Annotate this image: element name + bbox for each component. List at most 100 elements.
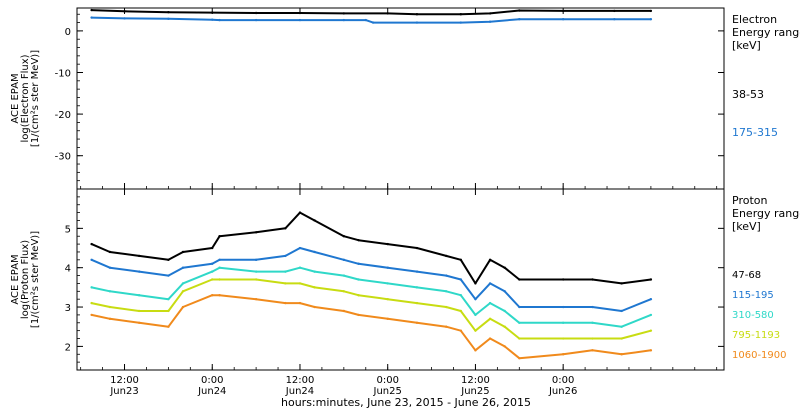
series-line-38-53	[91, 9, 651, 16]
data-point	[591, 321, 594, 324]
data-point	[137, 321, 141, 324]
data-point	[503, 290, 506, 293]
data-point	[474, 349, 477, 352]
data-point	[459, 13, 463, 16]
data-point	[342, 290, 346, 293]
legend-entry: 175-315	[732, 126, 778, 139]
data-point	[649, 313, 653, 317]
data-point	[488, 20, 492, 23]
data-point	[518, 321, 521, 324]
data-point	[488, 337, 492, 340]
data-point	[591, 305, 594, 309]
data-point	[620, 282, 623, 285]
data-point	[218, 18, 221, 22]
data-point	[561, 337, 565, 340]
data-point	[284, 301, 287, 305]
data-point	[313, 286, 316, 289]
data-point	[561, 321, 565, 324]
data-point	[218, 266, 221, 269]
data-point	[444, 274, 448, 277]
y-tick-label: 0	[65, 27, 71, 38]
data-point	[167, 297, 170, 301]
data-point	[218, 278, 221, 281]
data-point	[591, 337, 594, 340]
legend-entry: 795-1193	[732, 330, 780, 341]
data-point	[284, 227, 287, 230]
x-tick-label: 0:00	[552, 375, 574, 386]
data-point	[459, 21, 463, 24]
data-point	[459, 294, 463, 297]
data-point	[459, 278, 463, 281]
data-point	[620, 353, 623, 356]
series-line-175-315	[91, 16, 651, 24]
legend-entry: 38-53	[732, 88, 764, 101]
data-point	[518, 9, 521, 12]
data-point	[518, 278, 521, 281]
data-point	[254, 278, 258, 281]
data-point	[181, 250, 185, 254]
x-tick-label: 12:00	[110, 375, 139, 386]
data-point	[254, 297, 258, 301]
x-tick-sublabel: Jun26	[548, 386, 577, 397]
x-axis-title: hours:minutes, June 23, 2015 - June 26, …	[281, 396, 531, 409]
data-point	[620, 337, 623, 340]
data-point	[488, 301, 492, 305]
y-tick-label: 2	[65, 342, 71, 353]
data-point	[415, 301, 419, 305]
data-point	[503, 325, 506, 328]
data-point	[313, 270, 316, 273]
data-point	[342, 258, 346, 262]
data-point	[90, 258, 93, 262]
data-point	[371, 21, 375, 24]
data-point	[488, 12, 492, 15]
data-point	[254, 18, 258, 22]
data-point	[649, 9, 653, 13]
series-line-1060-1900	[91, 294, 652, 360]
x-tick-sublabel: Jun24	[285, 386, 314, 397]
data-point	[518, 337, 521, 340]
data-point	[561, 353, 565, 356]
data-point	[459, 329, 463, 332]
data-point	[108, 290, 112, 293]
x-tick-label: 0:00	[376, 375, 398, 386]
data-point	[503, 266, 506, 269]
data-point	[561, 305, 565, 309]
y-tick-label: 4	[65, 264, 71, 275]
data-point	[503, 309, 506, 313]
data-point	[313, 250, 316, 254]
data-point	[474, 313, 477, 317]
data-point	[90, 8, 93, 12]
data-point	[518, 305, 521, 309]
data-point	[561, 18, 565, 21]
data-point	[444, 254, 448, 258]
data-point	[218, 294, 221, 297]
data-point	[108, 266, 112, 269]
data-point	[518, 356, 521, 360]
data-point	[313, 305, 316, 309]
data-point	[649, 18, 653, 21]
data-point	[108, 305, 112, 309]
data-point	[415, 286, 419, 289]
legend-entry: 47-68	[732, 270, 761, 281]
data-point	[488, 258, 492, 262]
data-point	[284, 270, 287, 273]
data-point	[357, 294, 360, 297]
data-point	[342, 18, 346, 22]
data-point	[357, 278, 360, 281]
data-point	[613, 18, 616, 21]
legend-entry: 1060-1900	[732, 350, 787, 361]
plot-frame	[76, 188, 725, 371]
data-point	[342, 235, 346, 238]
data-point	[254, 231, 258, 234]
data-point	[459, 258, 463, 262]
data-point	[474, 297, 477, 301]
data-point	[298, 11, 302, 15]
data-point	[90, 301, 93, 305]
data-point	[613, 9, 616, 13]
y-tick-label: -20	[55, 110, 71, 121]
x-tick-sublabel: Jun25	[373, 386, 402, 397]
data-point	[357, 238, 360, 242]
data-point	[181, 282, 185, 285]
